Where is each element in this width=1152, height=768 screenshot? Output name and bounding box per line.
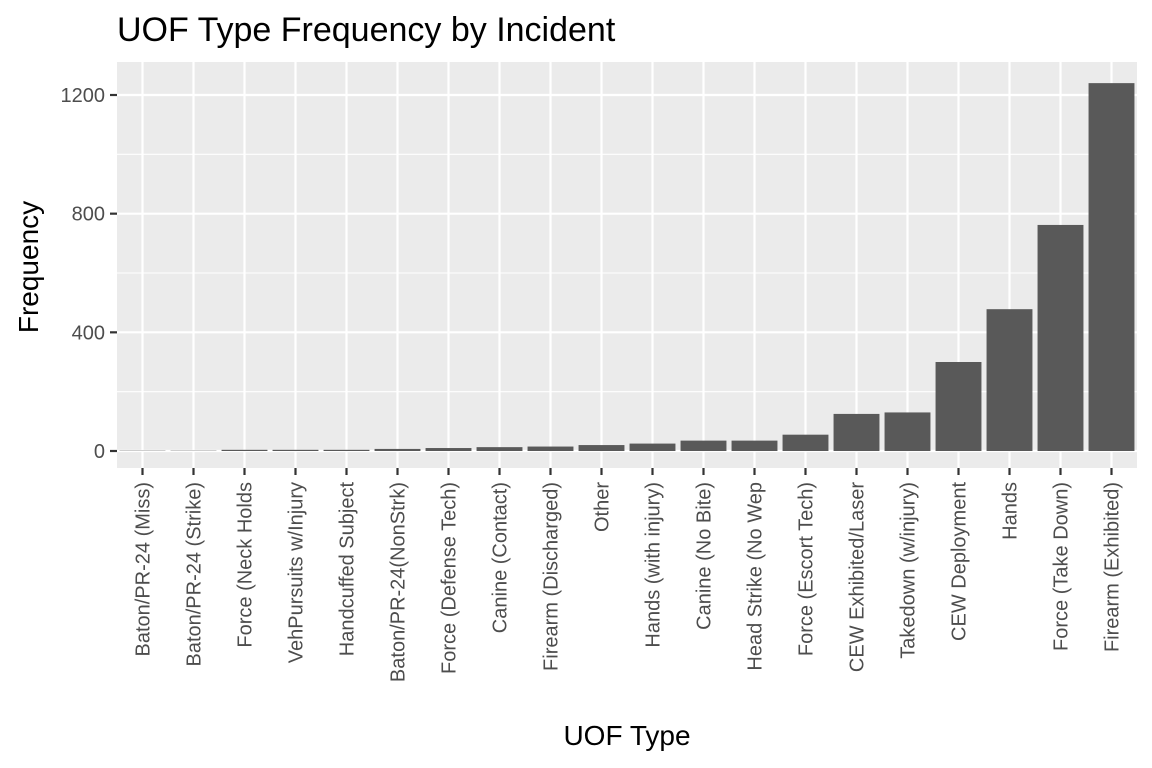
y-tick-label: 400	[72, 322, 105, 344]
bar	[1088, 83, 1135, 451]
x-tick-label: Canine (Contact)	[490, 482, 512, 633]
x-axis-title: UOF Type	[563, 720, 690, 751]
bar	[425, 448, 472, 451]
bar	[935, 362, 982, 451]
x-tick-label: Baton/PR-24 (Strike)	[184, 482, 206, 667]
bar	[374, 448, 421, 451]
bar	[272, 449, 319, 451]
chart-title: UOF Type Frequency by Incident	[117, 11, 616, 49]
x-tick-label: Hands (with injury)	[643, 482, 665, 648]
y-axis: 0 400 800 1200	[61, 85, 117, 463]
x-tick-label: CEW Exhibited/Laser	[847, 482, 869, 672]
bars	[119, 83, 1135, 451]
bar	[782, 434, 829, 451]
bar	[476, 447, 523, 451]
x-tick-label: Canine (No Bite)	[694, 482, 716, 630]
y-tick-label: 800	[72, 204, 105, 226]
bar	[731, 440, 778, 451]
bar	[680, 440, 727, 451]
bar	[629, 443, 676, 451]
plot-panel	[117, 62, 1137, 468]
y-axis-title: Frequency	[13, 201, 44, 333]
x-tick-label: Handcuffed Subject	[337, 482, 359, 657]
bar	[578, 445, 625, 451]
x-tick-label: Baton/PR-24 (Miss)	[133, 482, 155, 657]
bar	[884, 412, 931, 451]
bar	[986, 309, 1033, 451]
x-tick-label: Force (Neck Holds	[235, 482, 257, 648]
x-tick-label: Head Strike (No Wep	[745, 482, 767, 671]
x-tick-label: CEW Deployment	[949, 482, 971, 641]
x-tick-label: Force (Escort Tech)	[796, 482, 818, 656]
x-tick-label: Takedown (w/injury)	[898, 482, 920, 659]
x-tick-label: Firearm (Exhibited)	[1102, 482, 1124, 652]
x-tick-label: Force (Defense Tech)	[439, 482, 461, 674]
x-axis: Baton/PR-24 (Miss) Baton/PR-24 (Strike) Fo…	[133, 468, 1124, 682]
y-tick-label: 1200	[61, 85, 106, 107]
x-tick-label: Baton/PR-24(NonStrk)	[388, 482, 410, 682]
x-tick-label: Hands	[1000, 482, 1022, 540]
bar	[527, 446, 574, 451]
x-tick-label: Other	[592, 482, 614, 532]
bar	[833, 413, 880, 451]
x-tick-label: Force (Take Down)	[1051, 482, 1073, 651]
x-tick-label: Firearm (Discharged)	[541, 482, 563, 671]
y-tick-label: 0	[94, 441, 105, 463]
x-tick-label: VehPursuits w/Injury	[286, 482, 308, 663]
bar	[221, 449, 268, 451]
bar	[1037, 224, 1084, 451]
major-gridlines	[117, 62, 1137, 468]
bar	[323, 449, 370, 451]
